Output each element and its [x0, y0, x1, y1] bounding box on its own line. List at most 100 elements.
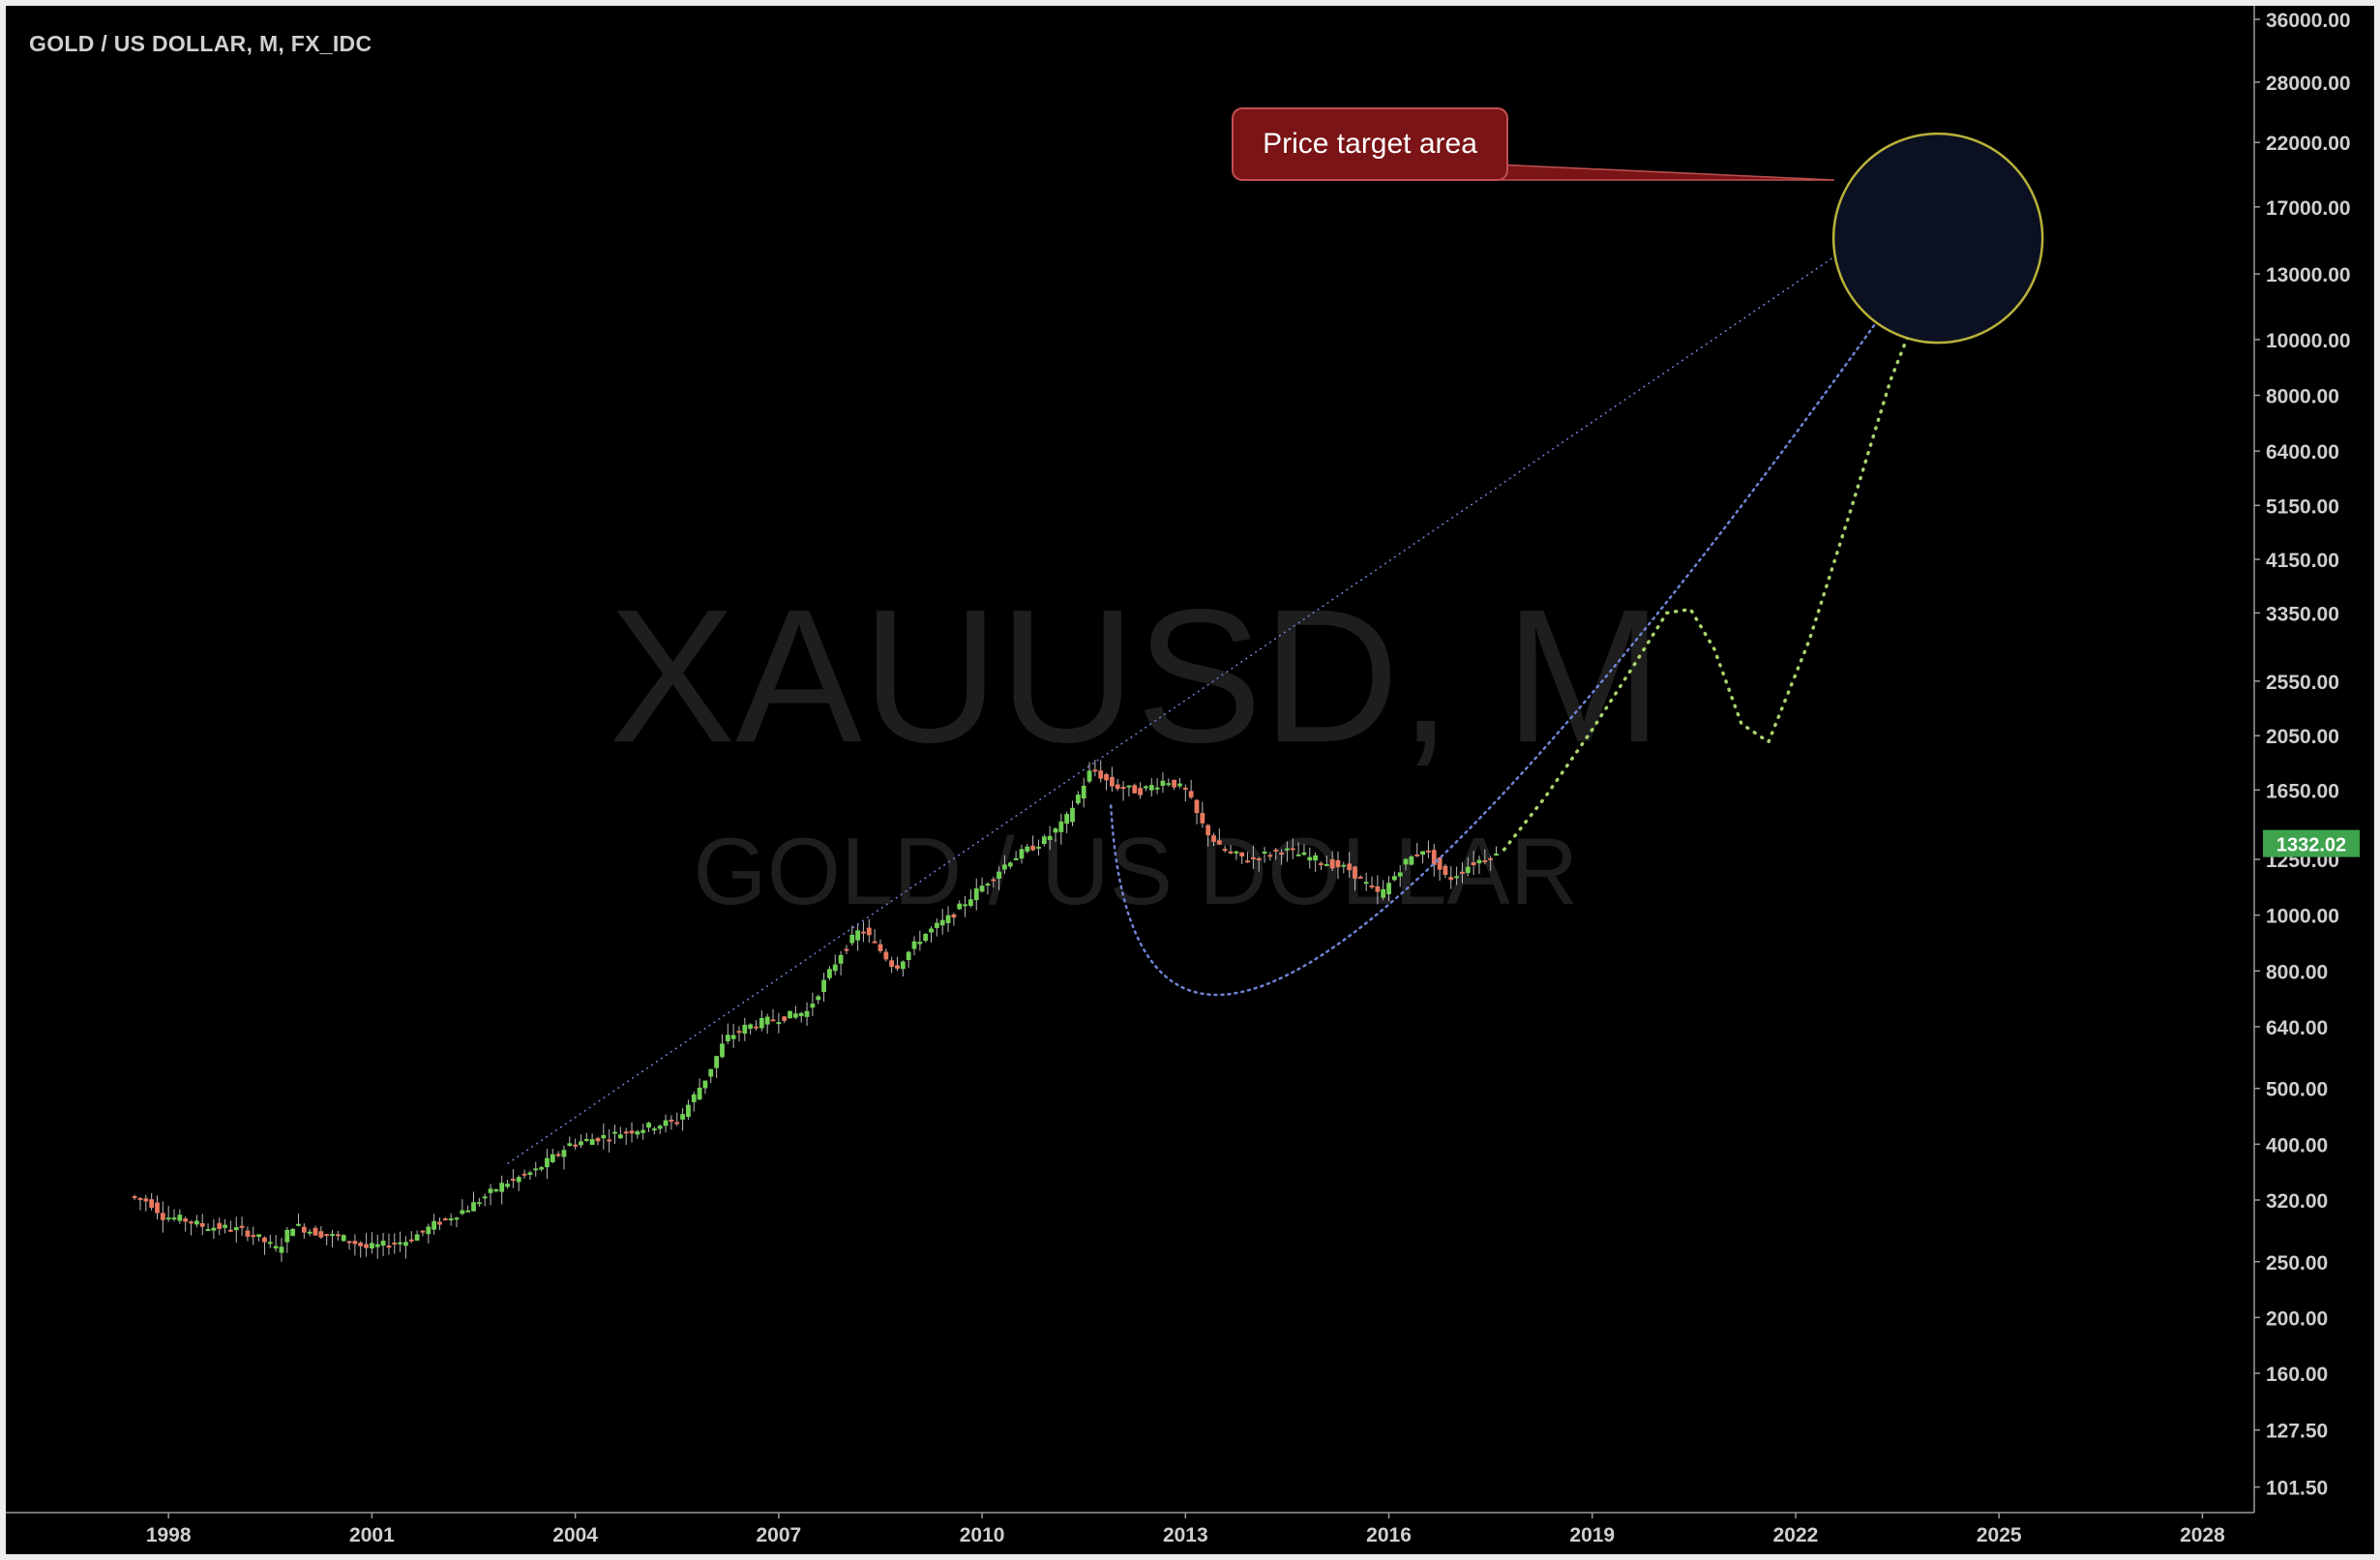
candle-body — [1081, 785, 1086, 799]
candle-body — [991, 879, 997, 882]
watermark-name: GOLD / US DOLLAR — [694, 818, 1579, 924]
candle-body — [352, 1241, 358, 1245]
candle-body — [861, 931, 866, 934]
candle-body — [1041, 836, 1047, 845]
candle-body — [177, 1215, 183, 1221]
candle-body — [346, 1241, 352, 1244]
candle-body — [205, 1229, 211, 1232]
callout-box — [1232, 107, 1508, 181]
candle-body — [855, 930, 861, 941]
candle-body — [370, 1243, 374, 1249]
candle-body — [454, 1217, 460, 1220]
candle-body — [561, 1150, 567, 1157]
candle-body — [646, 1123, 651, 1128]
candle-body — [1148, 785, 1154, 791]
candle-body — [1324, 863, 1329, 866]
candle-body — [1126, 785, 1132, 788]
candle-body — [889, 960, 895, 967]
candle-body — [217, 1222, 223, 1229]
candle-body — [533, 1168, 539, 1171]
candle-body — [1290, 848, 1295, 851]
y-tick-label: 13000.00 — [2266, 264, 2351, 286]
chart-canvas[interactable]: XAUUSD, M GOLD / US DOLLAR 36000.00 28000.… — [6, 6, 2374, 1554]
candle-body — [816, 996, 821, 1001]
candle-body — [510, 1179, 516, 1182]
candle-body — [1262, 852, 1267, 855]
y-tick-label: 36000.00 — [2266, 10, 2351, 32]
candle-body — [1267, 855, 1273, 857]
candle-body — [1460, 871, 1465, 874]
candle-body — [555, 1154, 561, 1156]
y-tick-label: 6400.00 — [2266, 441, 2339, 464]
candle-body — [132, 1196, 137, 1199]
candle-body — [155, 1202, 160, 1214]
candle-body — [233, 1227, 239, 1231]
candle-body — [476, 1202, 482, 1205]
candle-body — [1172, 779, 1177, 788]
candle-body — [798, 1012, 804, 1017]
candle-body — [997, 871, 1002, 879]
candle-body — [1047, 835, 1053, 841]
candle-body — [228, 1229, 233, 1232]
candle-body — [137, 1198, 143, 1201]
candle-body — [725, 1035, 730, 1042]
candle-body — [1494, 854, 1499, 856]
candle-body — [567, 1143, 573, 1147]
candle-body — [296, 1223, 301, 1226]
candle-body — [1409, 855, 1414, 865]
candle-body — [183, 1218, 189, 1222]
candle-body — [1313, 855, 1319, 861]
last-price-badge — [2263, 829, 2360, 857]
candle-body — [1216, 840, 1222, 845]
candle-body — [1166, 783, 1172, 786]
y-tick-label: 4150.00 — [2266, 550, 2339, 572]
candle-body — [968, 899, 973, 907]
candle-body — [1454, 876, 1460, 879]
candle-body — [911, 941, 917, 949]
y-tick-label: 1000.00 — [2266, 906, 2339, 928]
candle-body — [301, 1226, 307, 1233]
candle-body — [442, 1218, 448, 1221]
x-tick-label: 1998 — [146, 1524, 192, 1546]
watermark-symbol: XAUUSD, M — [609, 570, 1662, 782]
candle-body — [193, 1220, 199, 1225]
candle-body — [623, 1131, 629, 1134]
candle-body — [686, 1104, 691, 1118]
candle-body — [448, 1218, 454, 1221]
candle-body — [1222, 849, 1228, 852]
candle-body — [1285, 848, 1290, 851]
trendline — [507, 198, 1919, 1165]
candle-body — [827, 969, 832, 978]
candle-body — [290, 1229, 296, 1237]
candle-body — [267, 1242, 273, 1245]
candle-body — [917, 942, 923, 945]
chart-window[interactable]: XAUUSD, M GOLD / US DOLLAR 36000.00 28000.… — [6, 6, 2374, 1554]
candle-body — [1188, 791, 1194, 798]
candle-body — [1234, 851, 1239, 854]
candle-body — [838, 954, 844, 964]
candle-body — [635, 1131, 640, 1135]
candle-body — [1098, 770, 1104, 779]
candle-body — [1120, 787, 1126, 790]
candle-body — [149, 1199, 155, 1208]
y-tick-label: 2050.00 — [2266, 726, 2339, 748]
candle-body — [742, 1024, 748, 1035]
candle-body — [640, 1129, 646, 1133]
candle-body — [1295, 854, 1301, 856]
candle-body — [256, 1234, 262, 1238]
candle-body — [1109, 776, 1115, 787]
candle-body — [1228, 851, 1234, 854]
candle-body — [1357, 876, 1363, 879]
candle-body — [431, 1220, 437, 1230]
candle-body — [573, 1144, 579, 1147]
candle-body — [963, 904, 967, 907]
y-tick-label: 1650.00 — [2266, 780, 2339, 802]
y-tick-label: 500.00 — [2266, 1079, 2328, 1101]
candle-body — [1115, 784, 1120, 790]
candle-body — [759, 1018, 764, 1029]
candle-body — [1426, 850, 1431, 853]
candle-body — [1319, 862, 1324, 865]
candle-body — [714, 1056, 720, 1068]
y-tick-label: 160.00 — [2266, 1364, 2328, 1386]
candle-body — [973, 887, 979, 901]
